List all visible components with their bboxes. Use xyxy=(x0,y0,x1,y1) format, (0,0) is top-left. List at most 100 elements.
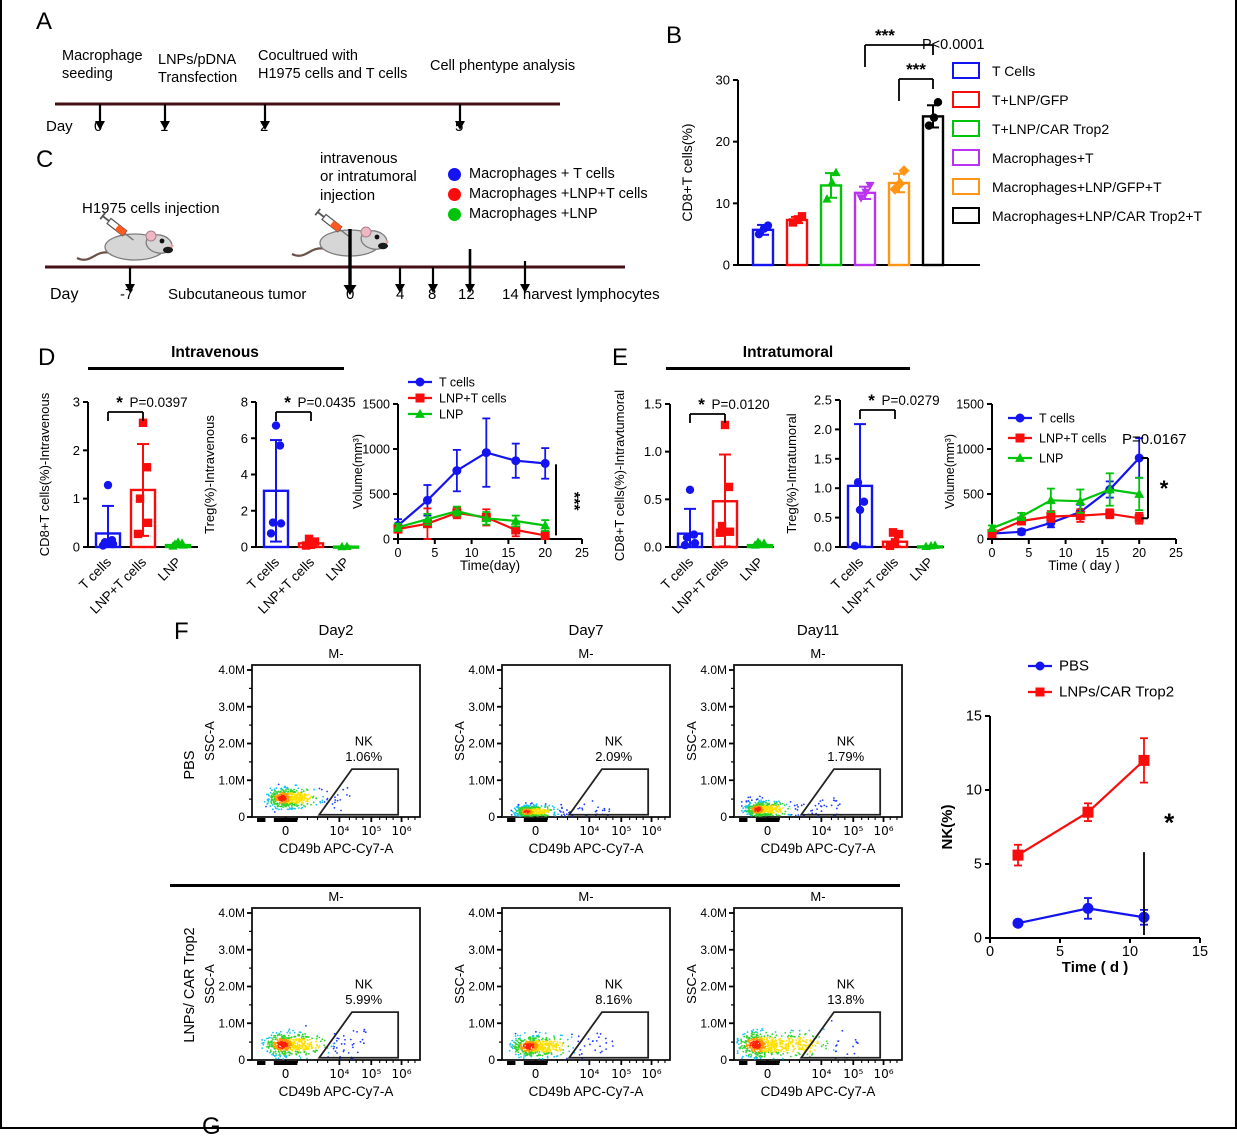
svg-text:5: 5 xyxy=(431,546,438,560)
svg-text:20: 20 xyxy=(716,134,730,149)
svg-text:10⁴: 10⁴ xyxy=(811,824,831,838)
svg-text:20: 20 xyxy=(538,546,552,560)
svg-text:NK: NK xyxy=(837,977,855,992)
svg-text:CD8+T cells(%)-Intravtumoral: CD8+T cells(%)-Intravtumoral xyxy=(612,390,627,561)
svg-text:CD8+T cells(%): CD8+T cells(%) xyxy=(679,123,695,221)
svg-text:0.0: 0.0 xyxy=(644,540,662,555)
svg-text:LNP: LNP xyxy=(439,408,463,422)
svg-text:P=0.0435: P=0.0435 xyxy=(298,395,356,410)
panel-f-col-header-day7: Day7 xyxy=(568,622,604,639)
svg-text:*: * xyxy=(116,393,123,412)
svg-text:10: 10 xyxy=(1059,546,1073,560)
svg-text:4.0M: 4.0M xyxy=(700,906,727,920)
svg-text:LNP: LNP xyxy=(155,555,184,584)
nk-gate xyxy=(799,768,882,816)
svg-text:10⁴: 10⁴ xyxy=(811,1067,831,1081)
panel-c-legend: Macrophages + T cells Macrophages +LNP+T… xyxy=(448,164,648,224)
svg-text:P=0.0167: P=0.0167 xyxy=(1122,431,1187,448)
svg-text:10⁵: 10⁵ xyxy=(843,1067,863,1081)
panel-c-subcutaneous: Subcutaneous tumor xyxy=(168,286,307,303)
svg-text:1.79%: 1.79% xyxy=(827,749,864,764)
svg-text:10⁵: 10⁵ xyxy=(611,824,631,838)
svg-text:10⁴: 10⁴ xyxy=(579,824,599,838)
panel-d-title-underline xyxy=(88,367,344,370)
panel-f-nk-chart: 0 5 10 15 0 5 10 15 NK(%) Time ( d ) PBS LNPs/CAR T… xyxy=(939,658,1208,977)
scatter-cloud xyxy=(263,783,351,813)
svg-text:2.0M: 2.0M xyxy=(468,980,495,994)
panel-b-legend: T Cells T+LNP/GFP T+LNP/CAR Trop2 Macrop… xyxy=(952,56,1202,230)
scatter-cloud xyxy=(510,800,611,817)
frame-left-edge xyxy=(0,0,2,1129)
frame-right-edge xyxy=(1235,0,1237,1129)
svg-text:***: *** xyxy=(875,26,895,45)
svg-text:13.8%: 13.8% xyxy=(827,992,864,1007)
svg-text:M-: M- xyxy=(328,889,343,904)
svg-text:0: 0 xyxy=(488,810,495,824)
series-line xyxy=(991,488,1140,530)
panel-e-treg-chart: 0.00.51.01.52.02.5Treg(%)-IntratumoralT … xyxy=(784,391,944,617)
panel-a-day-label: Day xyxy=(46,118,73,135)
svg-text:NK: NK xyxy=(837,734,855,749)
svg-text:CD49b APC-Cy7-A: CD49b APC-Cy7-A xyxy=(529,841,644,856)
svg-text:*: * xyxy=(284,393,291,412)
svg-text:10⁶: 10⁶ xyxy=(391,1067,411,1081)
svg-text:2: 2 xyxy=(73,443,80,458)
svg-text:T cells: T cells xyxy=(439,376,475,390)
legend-entry: T+LNP/GFP xyxy=(952,85,1202,114)
panel-c-label: C xyxy=(36,146,54,173)
svg-text:10⁶: 10⁶ xyxy=(873,1067,893,1081)
panel-a-day-3: 5 xyxy=(455,118,464,135)
svg-text:P=0.0120: P=0.0120 xyxy=(712,397,770,412)
svg-text:1500: 1500 xyxy=(956,398,984,412)
svg-text:*: * xyxy=(698,395,705,414)
svg-text:10⁴: 10⁴ xyxy=(329,824,349,838)
panel-b-bar-chart: 0 10 20 30 CD8+T cells(%) *** *** P<0.0001 xyxy=(679,26,985,273)
svg-text:1.0M: 1.0M xyxy=(468,773,495,787)
svg-text:0: 0 xyxy=(977,533,984,547)
svg-text:SSC-A: SSC-A xyxy=(202,964,217,1004)
legend-entry: Macrophages+LNP/CAR Trop2+T xyxy=(952,201,1202,230)
svg-text:3: 3 xyxy=(73,395,80,410)
legend-swatch xyxy=(952,120,980,137)
svg-text:0: 0 xyxy=(764,1067,772,1081)
svg-text:LNP+T cells: LNP+T cells xyxy=(439,392,507,406)
svg-text:30: 30 xyxy=(716,73,730,88)
scatter-cloud xyxy=(736,1019,859,1060)
panel-c-injection-label: intravenous or intratumoral injection xyxy=(320,150,417,204)
scatter-cloud xyxy=(261,1024,367,1060)
svg-text:1: 1 xyxy=(73,491,80,506)
panel-a-event-1: LNPs/pDNA Transfection xyxy=(158,52,238,86)
svg-text:3.0M: 3.0M xyxy=(700,700,727,714)
legend-swatch xyxy=(952,149,980,166)
svg-text:NK: NK xyxy=(355,977,373,992)
svg-text:*: * xyxy=(1164,807,1175,837)
svg-text:***: *** xyxy=(906,60,926,79)
flow-plot-pbs-day2: M- 4.0M 3.0M 2.0M 1.0M 0 0 10⁴ 10⁵ 10⁶ CD49b APC-C… xyxy=(202,646,421,856)
svg-text:PBS: PBS xyxy=(1059,658,1089,675)
svg-text:25: 25 xyxy=(575,546,589,560)
nk-gate xyxy=(317,768,400,816)
svg-text:4.0M: 4.0M xyxy=(468,906,495,920)
nk-gate xyxy=(567,1011,650,1059)
series-line xyxy=(397,511,546,537)
svg-text:SSC-A: SSC-A xyxy=(452,721,467,761)
svg-text:3.0M: 3.0M xyxy=(700,943,727,957)
syringe-icon xyxy=(314,208,349,237)
svg-text:Treg(%)-Intratumoral: Treg(%)-Intratumoral xyxy=(784,413,799,533)
svg-text:1.0M: 1.0M xyxy=(218,773,245,787)
panel-f-row-separator xyxy=(170,884,900,887)
svg-text:SSC-A: SSC-A xyxy=(202,721,217,761)
svg-text:5: 5 xyxy=(1056,944,1064,960)
svg-text:P=0.0279: P=0.0279 xyxy=(882,393,940,408)
svg-text:15: 15 xyxy=(1095,546,1109,560)
svg-text:1.5: 1.5 xyxy=(814,451,832,466)
panel-c-h1975-label: H1975 cells injection xyxy=(82,200,220,217)
svg-text:LNP: LNP xyxy=(737,555,766,584)
svg-text:0: 0 xyxy=(282,824,290,838)
svg-text:LNP+T cells: LNP+T cells xyxy=(1039,432,1107,446)
svg-text:10⁶: 10⁶ xyxy=(391,824,411,838)
svg-text:CD49b APC-Cy7-A: CD49b APC-Cy7-A xyxy=(529,1084,644,1099)
panel-c-day-4: 4 xyxy=(396,286,405,303)
svg-text:3.0M: 3.0M xyxy=(218,943,245,957)
panel-a-timeline xyxy=(55,102,560,130)
